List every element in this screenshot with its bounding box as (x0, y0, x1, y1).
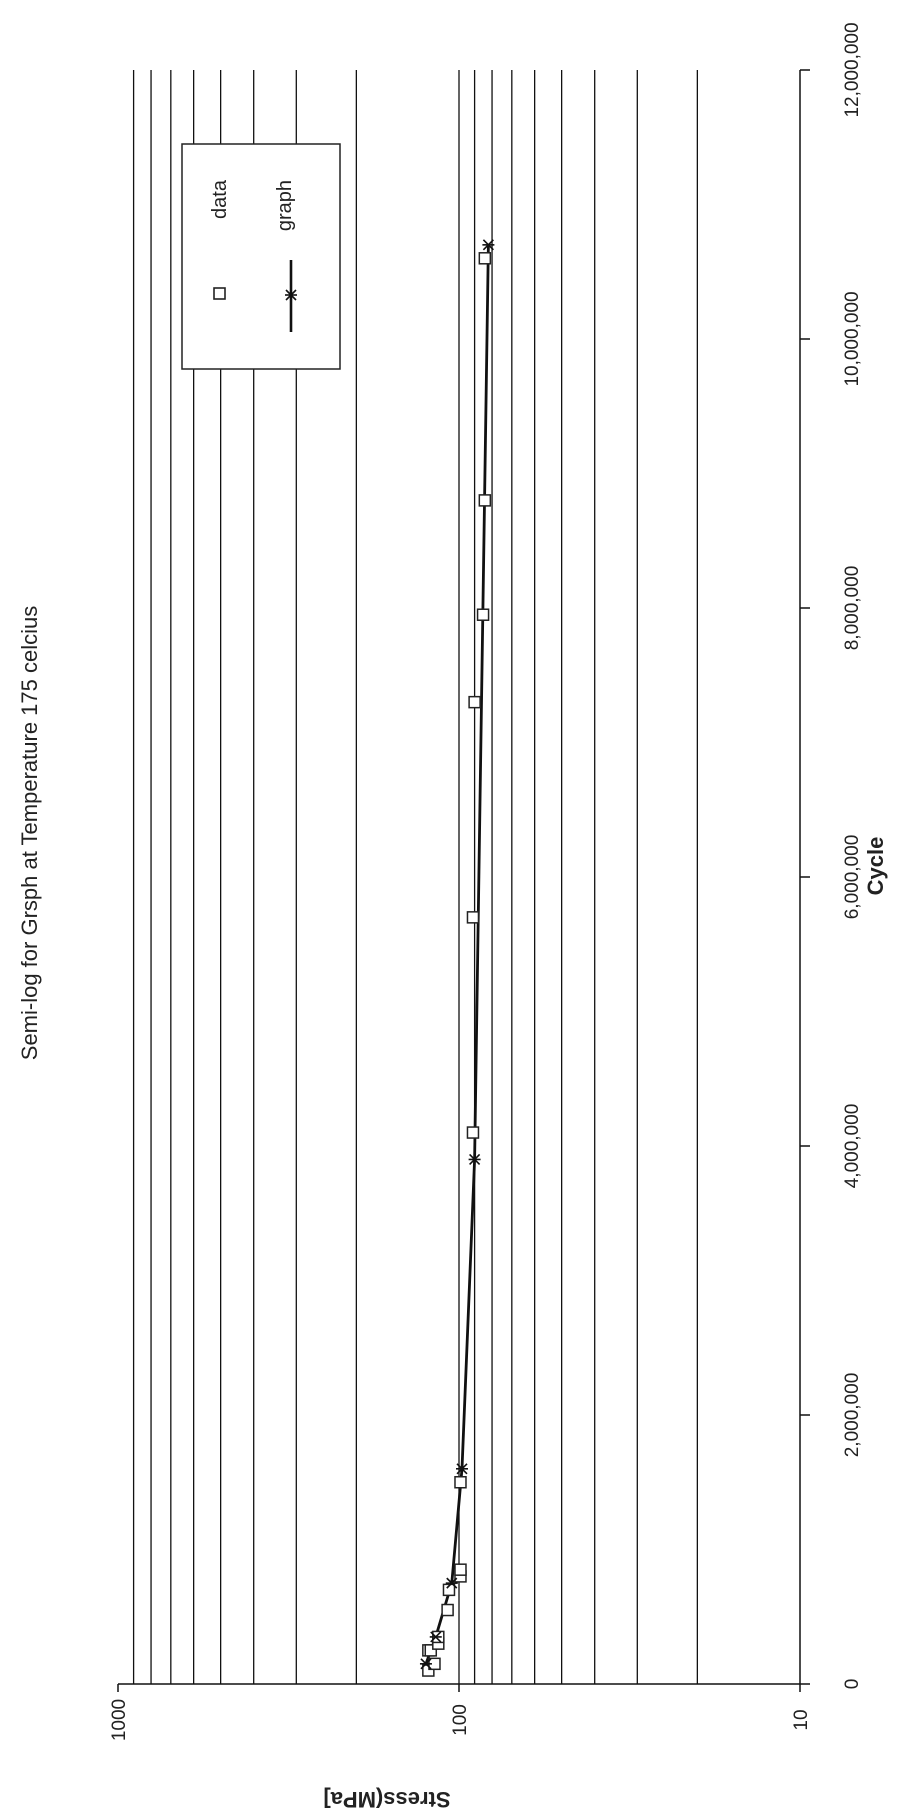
x-tick-label: 10,000,000 (842, 291, 863, 386)
data-point-data (466, 1126, 480, 1139)
x-tick-label: 0 (842, 1679, 863, 1690)
y-axis-ticks: 10 100 1000 (109, 1684, 812, 1741)
data-point-data (442, 1583, 456, 1597)
data-point-data (454, 1476, 467, 1489)
y-tick-label: 100 (450, 1704, 471, 1736)
legend-graph-marker (285, 289, 297, 301)
x-tick-label: 12,000,000 (842, 22, 863, 117)
legend-box (181, 143, 341, 370)
legend-graph-label: graph (274, 180, 296, 231)
data-point-data (466, 911, 480, 924)
data-point-data (441, 1603, 454, 1617)
data-point-graph (429, 1631, 442, 1643)
data-point-data (478, 494, 492, 507)
x-tick-label: 2,000,000 (842, 1373, 863, 1458)
data-point-graph (455, 1463, 468, 1475)
data-point-data (454, 1563, 467, 1576)
legend: data graph (181, 143, 341, 370)
chart-title: Semi-log for Grsph at Temperature 175 ce… (17, 606, 42, 1060)
x-axis-ticks: 0 2,000,000 4,000,000 6,000,000 8,000,000 10,… (800, 22, 863, 1689)
series-line-graph (424, 244, 490, 1665)
data-point-graph (468, 1153, 481, 1166)
data-point-data (424, 1644, 438, 1657)
x-axis-label: Cycle (863, 837, 888, 896)
legend-data-label: data (209, 179, 231, 219)
legend-data-marker (213, 287, 226, 300)
data-point-data (476, 608, 490, 621)
data-point-data (478, 252, 492, 265)
y-axis-label: Stress(MPa] (323, 1787, 450, 1812)
data-point-data (468, 695, 481, 709)
data-point-graph (445, 1577, 458, 1589)
plot-marks (419, 239, 495, 1677)
x-tick-label: 6,000,000 (842, 835, 863, 920)
y-tick-label: 10 (791, 1709, 812, 1730)
y-tick-label: 1000 (109, 1699, 130, 1741)
data-point-graph (482, 239, 495, 251)
x-tick-label: 8,000,000 (842, 566, 863, 651)
x-tick-label: 4,000,000 (842, 1104, 863, 1189)
data-point-graph (419, 1658, 432, 1670)
